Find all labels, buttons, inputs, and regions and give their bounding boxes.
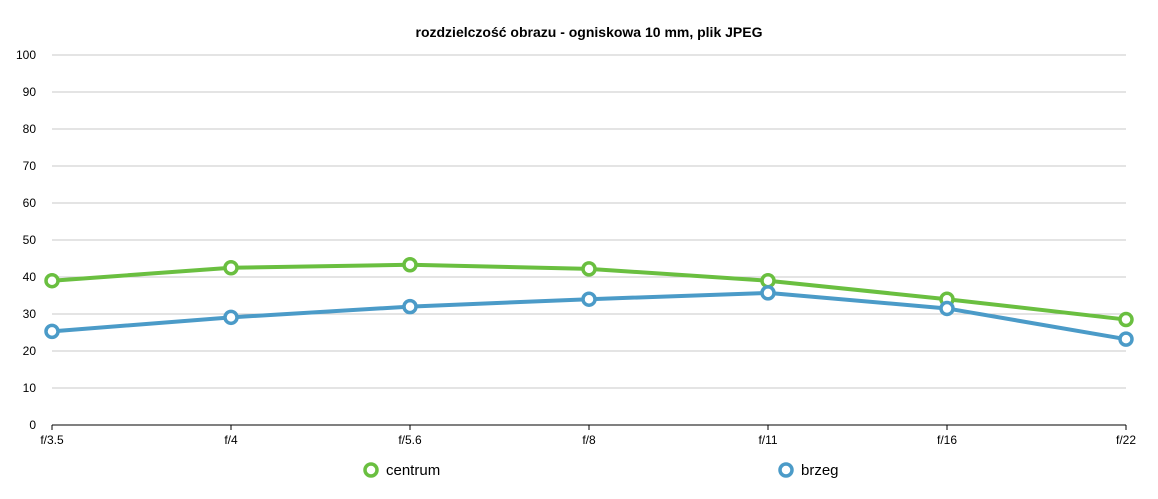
data-point-centrum [44, 272, 60, 289]
y-tick-label: 100 [16, 48, 36, 62]
x-tick-label: f/5.6 [398, 433, 422, 447]
x-tick-label: f/8 [582, 433, 596, 447]
y-tick-label: 90 [23, 85, 37, 99]
data-point-centrum [402, 257, 418, 273]
x-tick-label: f/22 [1116, 433, 1136, 447]
legend-label-brzeg: brzeg [801, 462, 839, 479]
data-point-centrum [581, 261, 597, 277]
y-tick-label: 10 [23, 381, 37, 395]
x-tick-label: f/4 [224, 433, 238, 447]
data-point-brzeg [1118, 331, 1134, 347]
y-tick-label: 30 [23, 307, 37, 321]
data-point-brzeg [44, 323, 60, 340]
y-tick-label: 20 [23, 344, 37, 358]
data-point-centrum [760, 272, 776, 289]
y-tick-label: 40 [23, 270, 37, 284]
y-tick-label: 0 [29, 418, 36, 432]
legend-marker-centrum [363, 462, 379, 478]
data-point-brzeg [581, 291, 597, 307]
y-tick-label: 50 [23, 233, 37, 247]
y-tick-label: 80 [23, 122, 37, 136]
x-tick-label: f/16 [937, 433, 957, 447]
x-tick-label: f/3.5 [40, 433, 64, 447]
data-point-brzeg [760, 285, 776, 301]
data-point-brzeg [402, 298, 418, 315]
legend-label-centrum: centrum [386, 462, 440, 479]
chart-title: rozdzielczość obrazu - ogniskowa 10 mm, … [416, 24, 763, 40]
y-tick-label: 60 [23, 196, 37, 210]
data-point-centrum [223, 260, 239, 276]
y-tick-label: 70 [23, 159, 37, 173]
legend-marker-brzeg [778, 462, 794, 478]
data-point-brzeg [939, 300, 955, 317]
data-point-brzeg [223, 309, 239, 326]
data-point-centrum [1118, 311, 1134, 328]
x-tick-label: f/11 [758, 433, 777, 447]
